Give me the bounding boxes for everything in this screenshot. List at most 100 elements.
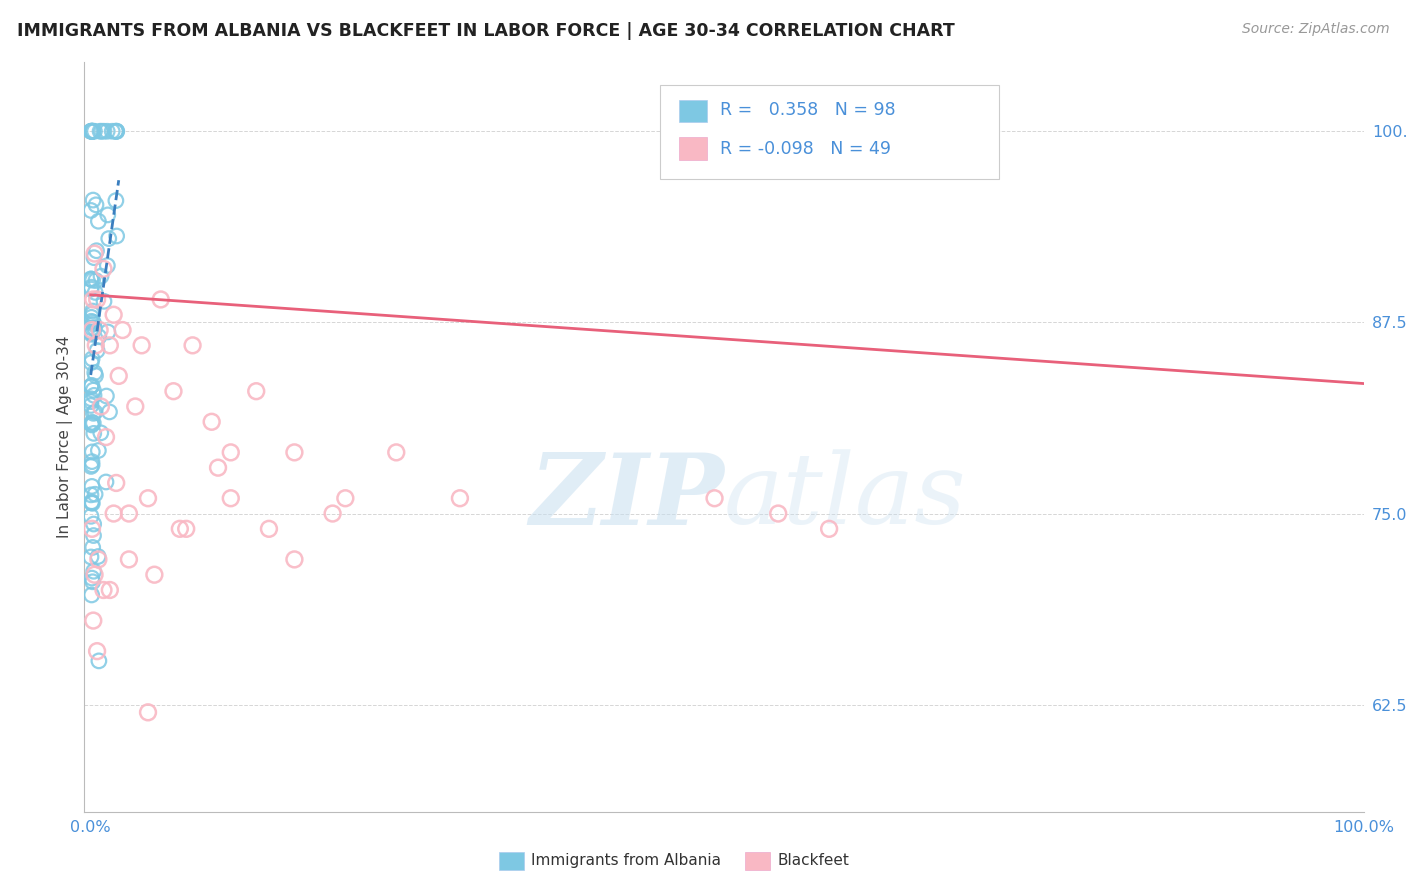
Point xyxy=(86,343,108,358)
Point xyxy=(80,417,103,432)
Point xyxy=(162,384,184,399)
Point xyxy=(94,475,117,489)
Point xyxy=(124,400,146,414)
Point xyxy=(449,491,471,506)
Point xyxy=(83,388,105,402)
Point xyxy=(98,405,121,419)
Point xyxy=(80,323,103,337)
Point xyxy=(86,244,108,258)
Text: Source: ZipAtlas.com: Source: ZipAtlas.com xyxy=(1241,22,1389,37)
Point xyxy=(82,614,104,628)
Y-axis label: In Labor Force | Age 30-34: In Labor Force | Age 30-34 xyxy=(58,335,73,539)
Point xyxy=(80,549,103,564)
Point xyxy=(82,315,104,329)
Point xyxy=(84,487,107,501)
FancyBboxPatch shape xyxy=(661,85,1000,178)
Point xyxy=(283,552,305,566)
Point xyxy=(83,251,105,265)
Point xyxy=(96,124,118,138)
Point xyxy=(766,507,789,521)
Point xyxy=(87,552,110,566)
Point xyxy=(82,124,104,138)
Point xyxy=(84,285,107,300)
Text: ZIP: ZIP xyxy=(529,449,724,545)
Point xyxy=(82,124,104,138)
Point xyxy=(87,654,110,668)
Point xyxy=(82,307,104,321)
Point xyxy=(98,582,121,597)
Point xyxy=(80,124,103,138)
Point xyxy=(94,430,117,444)
Point xyxy=(207,460,229,475)
Point xyxy=(80,355,103,369)
Point xyxy=(80,588,103,602)
Point xyxy=(98,338,121,352)
Point xyxy=(89,124,111,138)
Point xyxy=(83,516,105,531)
Point xyxy=(90,425,112,440)
Point xyxy=(90,400,112,414)
Point xyxy=(105,124,128,138)
Point xyxy=(80,379,103,393)
Point xyxy=(80,321,103,335)
Point xyxy=(335,491,357,506)
Point xyxy=(80,124,103,138)
Point xyxy=(80,455,103,469)
Point xyxy=(174,522,197,536)
Point xyxy=(104,124,127,138)
Point xyxy=(83,426,105,441)
Point xyxy=(89,323,111,337)
Point xyxy=(245,384,267,399)
Point xyxy=(181,338,204,352)
Point xyxy=(97,208,120,222)
Point xyxy=(257,522,280,536)
Point xyxy=(82,416,104,430)
Point xyxy=(80,496,103,510)
Point xyxy=(169,522,191,536)
Point xyxy=(107,368,129,383)
Point xyxy=(385,445,408,459)
FancyBboxPatch shape xyxy=(679,137,707,160)
Point xyxy=(84,338,107,352)
Point xyxy=(84,273,107,287)
Point xyxy=(283,445,305,459)
Text: atlas: atlas xyxy=(724,450,967,545)
Point xyxy=(87,443,110,458)
Point xyxy=(105,124,128,138)
Point xyxy=(84,405,107,419)
Point xyxy=(96,259,118,273)
Point xyxy=(87,330,110,344)
Point xyxy=(82,496,104,510)
Point xyxy=(83,124,105,138)
Point xyxy=(82,406,104,420)
Point xyxy=(86,293,108,307)
Point xyxy=(101,124,124,138)
Point xyxy=(80,326,103,340)
Point xyxy=(82,124,104,138)
Point xyxy=(80,310,103,325)
FancyBboxPatch shape xyxy=(679,100,707,122)
Point xyxy=(80,488,103,502)
Point xyxy=(80,282,103,296)
Point xyxy=(322,507,344,521)
Point xyxy=(86,644,108,658)
Point xyxy=(87,214,110,228)
Point xyxy=(80,415,103,429)
Point xyxy=(83,528,105,542)
Point xyxy=(90,124,112,138)
Point xyxy=(82,304,104,318)
Point xyxy=(80,522,103,536)
Point xyxy=(80,203,103,218)
Text: R = -0.098   N = 49: R = -0.098 N = 49 xyxy=(720,140,891,158)
Text: Blackfeet: Blackfeet xyxy=(778,854,849,868)
Point xyxy=(84,368,107,383)
Point xyxy=(80,272,103,286)
Point xyxy=(80,399,103,413)
Point xyxy=(82,273,104,287)
Point xyxy=(83,564,105,578)
Point xyxy=(80,394,103,409)
Point xyxy=(105,475,128,490)
Text: IMMIGRANTS FROM ALBANIA VS BLACKFEET IN LABOR FORCE | AGE 30-34 CORRELATION CHAR: IMMIGRANTS FROM ALBANIA VS BLACKFEET IN … xyxy=(17,22,955,40)
Text: R =   0.358   N = 98: R = 0.358 N = 98 xyxy=(720,101,896,119)
Point xyxy=(80,327,103,342)
